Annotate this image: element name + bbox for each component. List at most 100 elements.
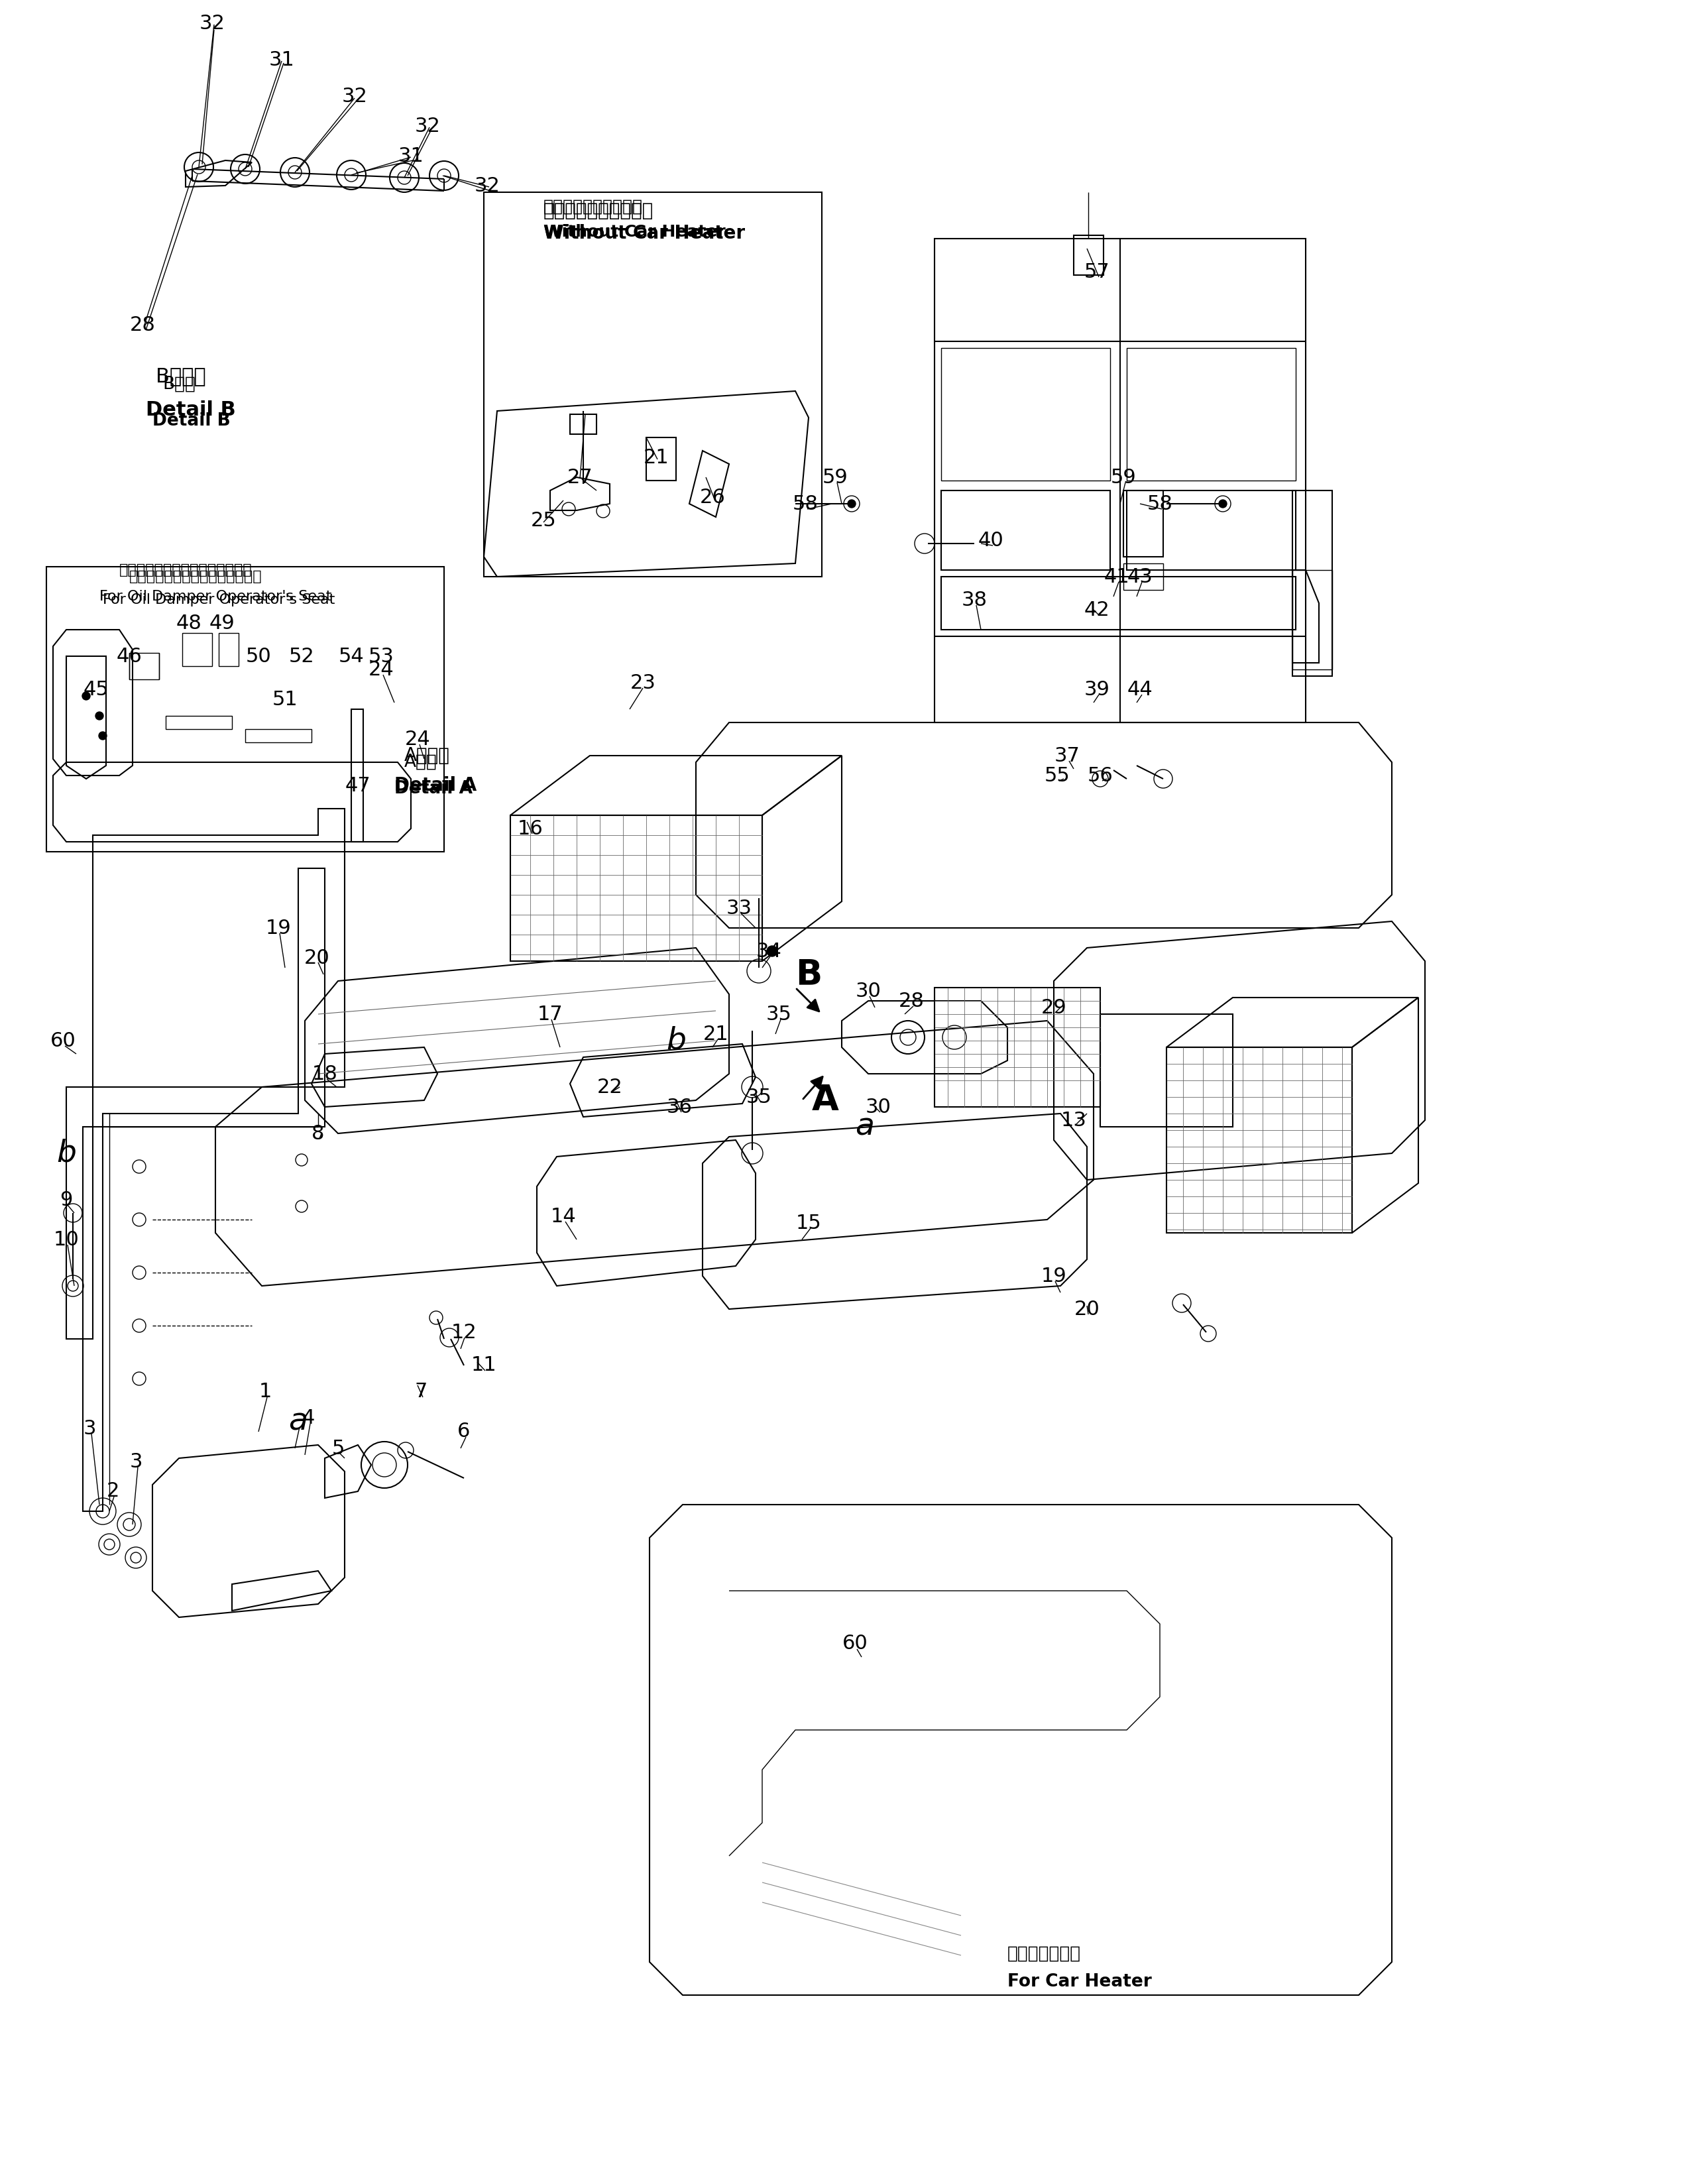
Bar	[509, 815, 762, 961]
Bar	[1126, 347, 1295, 480]
Text: Detail B: Detail B	[147, 400, 235, 419]
Text: b: b	[56, 1138, 77, 1168]
Text: 57: 57	[1084, 262, 1109, 282]
Circle shape	[767, 946, 777, 957]
Bar	[1074, 236, 1104, 275]
Text: オイルダンパオペレータシート用: オイルダンパオペレータシート用	[119, 563, 252, 577]
Text: 20: 20	[1074, 1299, 1099, 1319]
Text: 28: 28	[898, 992, 924, 1011]
Bar	[646, 437, 676, 480]
Text: 24: 24	[368, 660, 394, 679]
Text: 38: 38	[961, 590, 987, 609]
Bar	[941, 347, 1109, 480]
Text: 9: 9	[60, 1190, 73, 1210]
Text: 6: 6	[457, 1422, 470, 1441]
Text: 34: 34	[757, 941, 782, 961]
Bar	[571, 415, 596, 435]
Text: B: B	[796, 957, 821, 992]
Text: A: A	[811, 1083, 838, 1118]
Text: 35: 35	[746, 1088, 772, 1107]
Text: For Oil Damper Operator's Seat: For Oil Damper Operator's Seat	[102, 594, 336, 607]
Text: 30: 30	[855, 981, 881, 1000]
Text: B　詳細: B 詳細	[155, 367, 206, 387]
Text: 52: 52	[288, 646, 315, 666]
Bar	[1123, 563, 1164, 590]
Bar	[165, 716, 232, 729]
Text: 1: 1	[259, 1382, 271, 1402]
Text: 32: 32	[414, 116, 440, 135]
Text: 35: 35	[765, 1005, 792, 1024]
Text: For Oil Damper Operator's Seat: For Oil Damper Operator's Seat	[99, 590, 332, 603]
Text: 30: 30	[866, 1096, 891, 1116]
Text: Detail B: Detail B	[152, 413, 230, 430]
Text: カーヒーター用: カーヒーター用	[1007, 1946, 1080, 1963]
Text: 16: 16	[518, 819, 544, 839]
Bar	[1123, 491, 1164, 557]
Bar	[934, 987, 1101, 1107]
Text: 54: 54	[339, 646, 365, 666]
Text: 8: 8	[312, 1125, 324, 1142]
Text: 15: 15	[796, 1214, 821, 1232]
Text: 13: 13	[1062, 1109, 1087, 1129]
Text: 48: 48	[176, 614, 201, 633]
Text: 43: 43	[1126, 568, 1154, 585]
Bar	[351, 710, 363, 841]
Text: 25: 25	[530, 511, 556, 531]
Text: A詳細: A詳細	[404, 753, 438, 771]
Text: Detail A: Detail A	[394, 775, 477, 795]
Text: b: b	[666, 1026, 687, 1055]
Text: 51: 51	[273, 690, 298, 710]
Text: 33: 33	[726, 898, 751, 917]
Text: 21: 21	[644, 448, 670, 467]
Bar	[941, 491, 1109, 570]
Text: 22: 22	[596, 1077, 622, 1096]
Text: 19: 19	[266, 917, 291, 937]
Text: 49: 49	[210, 614, 235, 633]
Text: 58: 58	[1147, 494, 1172, 513]
Text: B詳細: B詳細	[162, 376, 196, 393]
Text: 59: 59	[1111, 467, 1137, 487]
Text: Without Car Heater: Without Car Heater	[544, 225, 726, 240]
Text: 7: 7	[414, 1382, 428, 1402]
Bar	[1126, 491, 1295, 570]
Text: 3: 3	[83, 1420, 95, 1437]
Text: 11: 11	[470, 1356, 496, 1376]
Circle shape	[1218, 500, 1227, 507]
Text: 20: 20	[303, 948, 329, 968]
Text: 26: 26	[700, 487, 726, 507]
Text: 27: 27	[567, 467, 593, 487]
Text: 50: 50	[245, 646, 271, 666]
Text: 55: 55	[1045, 767, 1070, 784]
Circle shape	[95, 712, 104, 721]
Text: Detail A: Detail A	[394, 780, 472, 797]
Text: a: a	[855, 1112, 874, 1142]
Text: 32: 32	[343, 87, 368, 105]
Bar	[1292, 570, 1333, 670]
Text: 32: 32	[474, 177, 499, 194]
Text: 18: 18	[312, 1064, 337, 1083]
Text: 42: 42	[1084, 601, 1109, 620]
Text: 5: 5	[332, 1439, 344, 1459]
Bar	[1167, 1048, 1351, 1232]
Text: 60: 60	[49, 1031, 75, 1051]
Text: 47: 47	[344, 775, 371, 795]
Bar	[1101, 1013, 1232, 1127]
Text: 19: 19	[1041, 1267, 1067, 1286]
Text: 46: 46	[116, 646, 141, 666]
Text: 53: 53	[368, 646, 394, 666]
Circle shape	[847, 500, 855, 507]
Bar	[1292, 491, 1333, 677]
Text: 4: 4	[302, 1409, 315, 1428]
Text: 37: 37	[1055, 747, 1080, 764]
Bar	[934, 238, 1305, 723]
Bar	[484, 192, 821, 577]
Bar	[218, 633, 239, 666]
Text: 58: 58	[792, 494, 818, 513]
Text: 45: 45	[83, 679, 109, 699]
Text: 12: 12	[452, 1324, 477, 1341]
Text: 17: 17	[537, 1005, 562, 1024]
Text: 29: 29	[1041, 998, 1067, 1018]
Bar	[941, 577, 1295, 629]
Text: 39: 39	[1084, 679, 1109, 699]
Text: 40: 40	[978, 531, 1004, 550]
